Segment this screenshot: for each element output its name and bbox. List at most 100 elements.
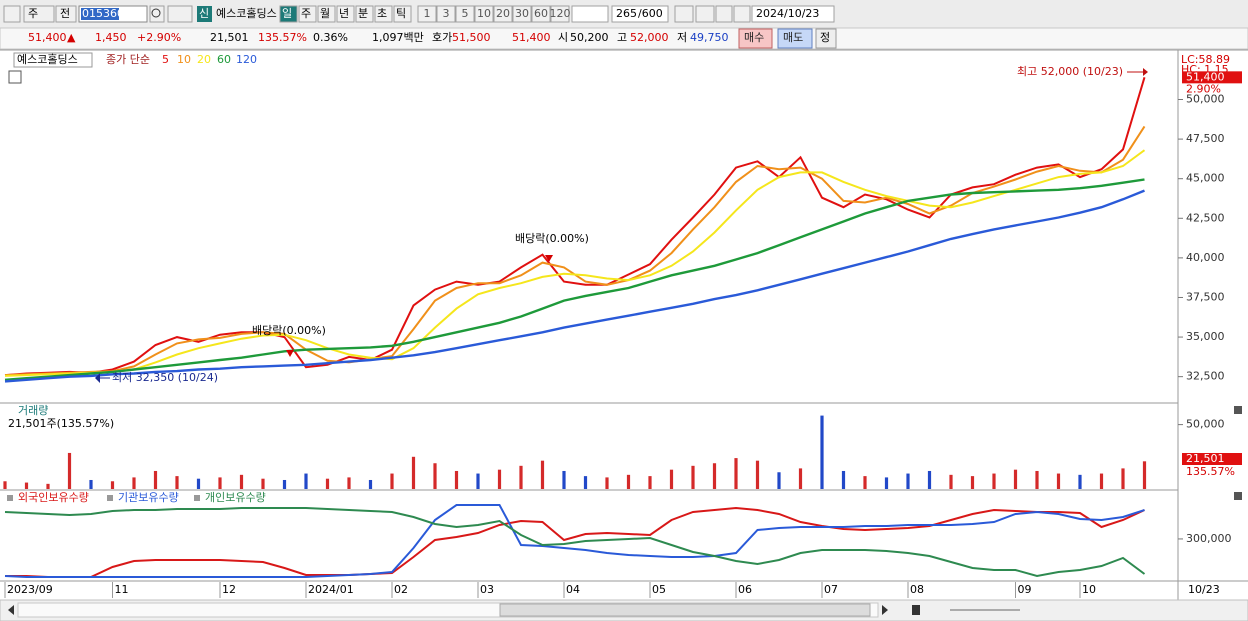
info-item: 52,000 <box>630 31 669 44</box>
panel-close[interactable] <box>1234 406 1242 414</box>
prev-button[interactable]: 전 <box>60 7 70 20</box>
period-button-box[interactable] <box>298 5 317 23</box>
x-tick-label: 11 <box>115 583 129 596</box>
volume-bar <box>691 465 695 489</box>
buy-box[interactable] <box>738 28 773 49</box>
volume-bar <box>368 479 373 489</box>
menu-icon[interactable] <box>3 5 21 23</box>
interval-button[interactable]: 30 <box>515 7 529 20</box>
volume-bar <box>132 477 136 489</box>
period-button-box[interactable] <box>393 5 412 23</box>
interval-button-box[interactable] <box>550 5 570 23</box>
interval-button-box[interactable] <box>474 5 494 23</box>
x-tick-label: 05 <box>652 583 666 596</box>
volume-bar <box>282 479 287 489</box>
panel-close[interactable] <box>1234 492 1242 500</box>
interval-button[interactable]: 20 <box>496 7 510 20</box>
y-tick-label: 42,500 <box>1186 211 1225 224</box>
interval-button-box[interactable] <box>512 5 532 23</box>
info-item: 51,500 <box>452 31 491 44</box>
legend-label: 종가 단순 <box>106 53 150 66</box>
stock-code[interactable]: 015360 <box>82 7 124 20</box>
interval-button-box[interactable] <box>493 5 513 23</box>
volume-bar <box>110 481 115 489</box>
volume-bar <box>605 477 609 489</box>
interval-button-box[interactable] <box>455 5 475 23</box>
annotation: 최저 32,350 (10/24) <box>112 371 218 384</box>
info-item: 1,097백만 <box>372 31 424 44</box>
date-box[interactable] <box>751 5 835 23</box>
sell-button[interactable]: 매도 <box>783 31 803 44</box>
x-tick-label: 2023/09 <box>7 583 53 596</box>
bar-count[interactable]: 265 <box>616 7 637 20</box>
volume-bar <box>884 477 889 489</box>
interval-button[interactable]: 10 <box>477 7 491 20</box>
buy-button[interactable]: 매수 <box>744 31 764 44</box>
stop-button[interactable] <box>912 605 920 615</box>
interval-button-box[interactable] <box>531 5 551 23</box>
volume-bar <box>239 474 244 489</box>
interval-button[interactable]: 3 <box>443 7 450 20</box>
date-field[interactable]: 2024/10/23 <box>756 7 819 20</box>
volume-bar <box>820 415 824 489</box>
interval-button[interactable]: 60 <box>534 7 548 20</box>
prev-box[interactable] <box>55 5 77 23</box>
period-button-box[interactable] <box>317 5 336 23</box>
interval-dropdown[interactable] <box>571 5 609 23</box>
period-button[interactable]: 월 <box>320 7 330 20</box>
scroll-left[interactable] <box>8 605 14 615</box>
period-button-box[interactable] <box>336 5 355 23</box>
volume-bar <box>89 479 93 489</box>
count-box[interactable] <box>611 5 669 23</box>
info-item: 51,400 <box>28 31 67 44</box>
period-button[interactable]: 일 <box>282 6 292 20</box>
tool-icon[interactable] <box>695 5 715 23</box>
series-line <box>4 504 1145 578</box>
stock-name: 예스코홀딩스 <box>216 7 277 20</box>
sell-box[interactable] <box>777 28 813 49</box>
scroll-right[interactable] <box>882 605 888 615</box>
new-badge-box <box>197 6 212 22</box>
info-item: 51,400 <box>512 31 551 44</box>
scroll-thumb[interactable] <box>499 603 871 617</box>
settings-icon[interactable] <box>733 5 751 23</box>
sound-icon[interactable] <box>167 5 193 23</box>
interval-button[interactable]: 120 <box>550 7 571 20</box>
table-icon[interactable] <box>8 70 22 84</box>
volume-bar <box>1099 473 1104 489</box>
period-unit[interactable]: 주 <box>28 7 38 20</box>
correct-box[interactable] <box>815 28 837 49</box>
interval-button[interactable]: 1 <box>424 7 431 20</box>
panel-subtitle: 21,501주(135.57%) <box>8 417 114 430</box>
legend-entry: 외국인보유수량 <box>18 491 89 504</box>
period-button-box[interactable] <box>355 5 374 23</box>
period-button[interactable]: 주 <box>301 7 311 20</box>
volume-bar <box>411 456 416 489</box>
period-button-box[interactable] <box>279 5 298 23</box>
volume-bar <box>669 469 674 489</box>
legend-swatch <box>7 495 13 501</box>
period-button[interactable]: 초 <box>377 7 387 20</box>
series-line <box>5 506 1145 578</box>
period-button[interactable]: 틱 <box>396 7 406 20</box>
save-icon[interactable] <box>715 5 733 23</box>
annotation: 최고 52,000 (10/23) <box>1017 65 1123 78</box>
bar-count-max[interactable]: /600 <box>638 7 663 20</box>
interval-button-box[interactable] <box>436 5 456 23</box>
period-button[interactable]: 분 <box>358 7 368 20</box>
volume-bar <box>1056 473 1061 489</box>
x-tick-label: 02 <box>394 583 408 596</box>
period-unit-box[interactable] <box>23 5 55 23</box>
interval-button-box[interactable] <box>417 5 437 23</box>
volume-bar <box>67 452 72 489</box>
period-button-box[interactable] <box>374 5 393 23</box>
dividend-marker <box>286 350 294 357</box>
period-button[interactable]: 년 <box>339 7 349 20</box>
correct-button[interactable]: 정 <box>820 31 830 44</box>
volume-bar <box>626 474 631 489</box>
legend-entry: 5 <box>162 53 169 66</box>
tool-icon[interactable] <box>674 5 694 23</box>
interval-button[interactable]: 5 <box>462 7 469 20</box>
info-item: 135.57% <box>258 31 307 44</box>
